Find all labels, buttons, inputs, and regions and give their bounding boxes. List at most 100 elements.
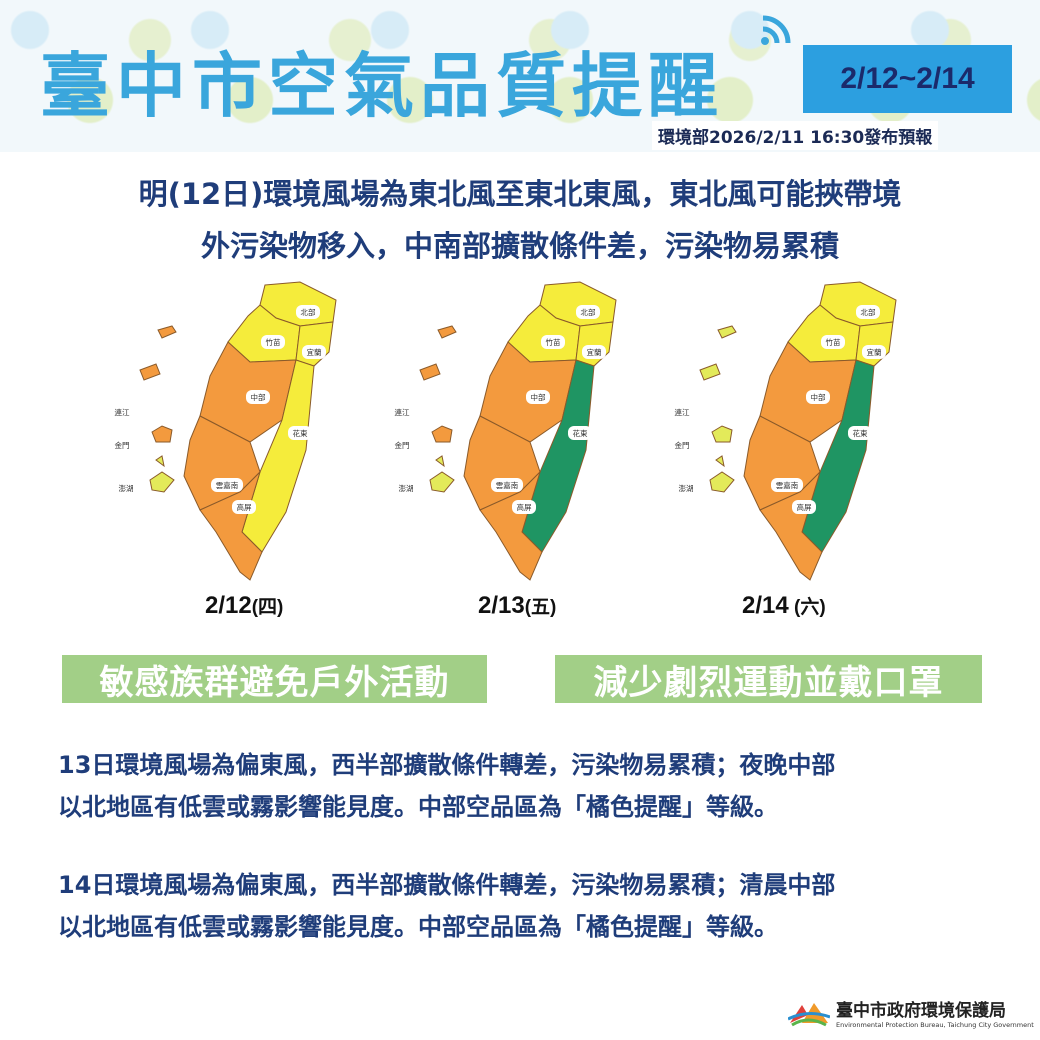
region-label-central: 中部 [806,390,830,404]
region-label-text: 金門 [675,440,690,450]
region-label-yilan: 宜蘭 [302,345,326,359]
day-date: 2/12 [205,592,252,619]
region-label-penghu: 澎湖 [674,481,698,495]
region-label-gaoping: 高屏 [232,500,256,514]
region-label-yunjianan: 雲嘉南 [771,478,803,492]
forecast-map-day1: 北部竹苗宜蘭中部花東雲嘉南高屏 連江金門澎湖 [100,280,350,585]
region-kinmen [151,425,173,443]
region-label-yunjianan: 雲嘉南 [491,478,523,492]
region-yilan [575,321,614,367]
paragraph-line: 以北地區有低雲或霧影響能見度。中部空品區為「橘色提醒」等級。 [58,913,778,941]
region-label-text: 竹苗 [266,337,281,347]
region-label-gaoping: 高屏 [512,500,536,514]
region-label-yunjianan: 雲嘉南 [211,478,243,492]
forecast-paragraph-14: 14日環境風場為偏東風，西半部擴散條件轉差，污染物易累積；清晨中部 以北地區有低… [58,864,1008,948]
region-label-text: 金門 [395,440,410,450]
region-label-text: 北部 [301,307,316,317]
lead-summary: 明(12日)環境風場為東北風至東北東風，東北風可能挾帶境 外污染物移入，中南部擴… [0,168,1040,272]
region-label-lienchiang: 連江 [390,405,414,419]
region-label-text: 中部 [251,392,266,402]
signal-icon [761,15,791,45]
region-label-north: 北部 [296,305,320,319]
region-label-text: 連江 [675,407,690,417]
region-label-text: 雲嘉南 [216,480,239,490]
region-gaoping [199,471,263,581]
advice-banner-sensitive: 敏感族群避免戶外活動 [62,655,487,703]
region-label-text: 連江 [115,407,130,417]
day-weekday: (四) [251,597,284,618]
region-penghu [709,455,735,493]
region-kinmen [711,425,733,443]
region-label-text: 花東 [573,428,588,438]
day-weekday: (六) [788,597,826,618]
region-label-lienchiang: 連江 [110,405,134,419]
bureau-logo-icon [788,1002,830,1026]
region-label-gaoping: 高屏 [792,500,816,514]
region-label-text: 雲嘉南 [496,480,519,490]
region-label-zhumiao: 竹苗 [541,335,565,349]
region-label-kinmen: 金門 [670,438,694,452]
region-label-text: 北部 [581,307,596,317]
region-lienchiang [699,325,737,381]
forecast-map-day2: 北部竹苗宜蘭中部花東雲嘉南高屏 連江金門澎湖 [380,280,630,585]
bureau-name-english: Environmental Protection Bureau, Taichun… [836,1021,1034,1029]
region-label-text: 高屏 [237,502,252,512]
region-kinmen [431,425,453,443]
region-yilan [295,321,334,367]
lead-line: 明(12日)環境風場為東北風至東北東風，東北風可能挾帶境 [138,177,902,211]
region-label-zhumiao: 竹苗 [821,335,845,349]
region-yilan [855,321,894,367]
header-banner: 臺中市空氣品質提醒 2/12~2/14 環境部2026/2/11 16:30發布… [0,0,1040,152]
region-label-text: 宜蘭 [307,347,322,357]
region-label-north: 北部 [856,305,880,319]
region-label-central: 中部 [526,390,550,404]
region-penghu [429,455,455,493]
paragraph-line: 14日環境風場為偏東風，西半部擴散條件轉差，污染物易累積；清晨中部 [58,871,836,899]
bureau-name: 臺中市政府環境保護局 [836,1001,1006,1021]
day-label-3: 2/14 (六) [742,592,826,620]
region-label-text: 宜蘭 [587,347,602,357]
advice-banner-exercise: 減少劇烈運動並戴口罩 [555,655,982,703]
region-label-text: 高屏 [517,502,532,512]
region-label-text: 連江 [395,407,410,417]
region-label-text: 高屏 [797,502,812,512]
region-label-north: 北部 [576,305,600,319]
region-gaoping [479,471,543,581]
region-label-yilan: 宜蘭 [582,345,606,359]
region-label-lienchiang: 連江 [670,405,694,419]
region-label-text: 中部 [531,392,546,402]
region-label-huadong: 花東 [568,426,592,440]
region-label-text: 澎湖 [399,483,414,493]
forecast-map-day3: 北部 竹苗 宜蘭 中部 花東 雲嘉南 高屏 連江 金門 澎湖 [660,280,910,585]
date-range-badge: 2/12~2/14 [803,45,1012,113]
region-label-kinmen: 金門 [110,438,134,452]
region-lienchiang [419,325,457,381]
forecast-paragraph-13: 13日環境風場為偏東風，西半部擴散條件轉差，污染物易累積；夜晚中部 以北地區有低… [58,744,1008,828]
region-label-text: 竹苗 [826,337,841,347]
region-label-text: 澎湖 [119,483,134,493]
region-label-central: 中部 [246,390,270,404]
issued-note: 環境部2026/2/11 16:30發布預報 [652,121,939,150]
day-date: 2/13 [478,592,525,619]
day-date: 2/14 [742,592,789,619]
region-lienchiang [139,325,177,381]
region-label-text: 花東 [293,428,308,438]
region-label-text: 雲嘉南 [776,480,799,490]
paragraph-line: 以北地區有低雲或霧影響能見度。中部空品區為「橘色提醒」等級。 [58,793,778,821]
region-penghu [149,455,175,493]
region-label-text: 澎湖 [679,483,694,493]
region-label-text: 北部 [861,307,876,317]
region-label-text: 金門 [115,440,130,450]
region-label-text: 宜蘭 [867,347,882,357]
region-label-penghu: 澎湖 [394,481,418,495]
day-label-2: 2/13(五) [478,592,556,620]
region-label-yilan: 宜蘭 [862,345,886,359]
region-label-penghu: 澎湖 [114,481,138,495]
region-label-kinmen: 金門 [390,438,414,452]
day-weekday: (五) [524,597,557,618]
region-label-huadong: 花東 [288,426,312,440]
region-label-zhumiao: 竹苗 [261,335,285,349]
lead-line: 外污染物移入，中南部擴散條件差，污染物易累積 [200,229,839,263]
